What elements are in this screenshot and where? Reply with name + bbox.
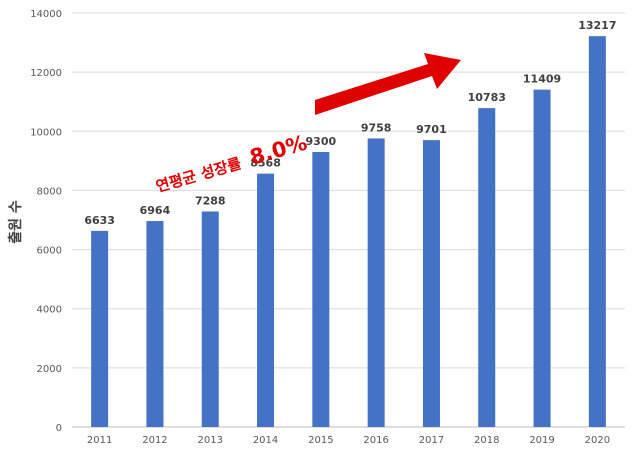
bar-2014 [257, 173, 275, 427]
bar-2018 [478, 108, 496, 427]
y-axis-ticks: 0 2000 4000 6000 8000 10000 12000 14000 [30, 9, 62, 434]
data-labels: 6633 6964 7288 8568 9300 9758 9701 10783 11409 13… [84, 19, 616, 227]
x-tick-label: 2012 [142, 435, 167, 446]
x-tick-label: 2011 [87, 435, 112, 446]
bar-2016 [367, 138, 385, 427]
y-axis-label: 출원 수 [7, 200, 24, 244]
y-tick-label: 12000 [30, 68, 62, 79]
annotation-text: 연평균 성장률 [154, 154, 244, 196]
x-tick-label: 2019 [529, 435, 554, 446]
growth-annotation: 연평균 성장률 8.0% [152, 131, 310, 197]
data-label-2014: 8568 [250, 157, 281, 170]
bar-2019 [533, 89, 551, 427]
data-label-2011: 6633 [84, 214, 115, 227]
data-label-2018: 10783 [468, 91, 506, 104]
bar-2015 [312, 151, 330, 427]
y-tick-label: 2000 [37, 364, 62, 375]
data-label-2015: 9300 [306, 135, 337, 148]
x-tick-label: 2014 [253, 435, 278, 446]
y-tick-label: 10000 [30, 127, 62, 138]
bars [91, 36, 606, 428]
y-tick-label: 6000 [37, 246, 62, 257]
data-label-2012: 6964 [140, 204, 171, 217]
data-label-2019: 11409 [523, 73, 561, 86]
bar-2017 [422, 140, 440, 428]
x-tick-label: 2018 [474, 435, 499, 446]
data-label-2013: 7288 [195, 194, 226, 207]
y-tick-label: 4000 [37, 305, 62, 316]
x-tick-label: 2016 [363, 435, 388, 446]
data-label-2017: 9701 [416, 123, 447, 136]
y-tick-label: 0 [56, 423, 62, 434]
svg-text:연평균 성장률 8.0%: 연평균 성장률 8.0% [152, 131, 309, 197]
x-tick-label: 2017 [419, 435, 444, 446]
y-tick-label: 14000 [30, 9, 62, 20]
bar-2013 [201, 211, 219, 427]
x-tick-label: 2015 [308, 435, 333, 446]
x-tick-label: 2020 [585, 435, 610, 446]
bar-2012 [146, 221, 164, 427]
data-label-2016: 9758 [361, 121, 392, 134]
y-tick-label: 8000 [37, 186, 62, 197]
x-tick-label: 2013 [198, 435, 223, 446]
bar-2020 [588, 36, 606, 428]
data-label-2020: 13217 [578, 19, 616, 32]
red-arrow-icon [315, 53, 461, 115]
x-axis-ticks: 2011 2012 2013 2014 2015 2016 2017 2018 2019 2020 [87, 435, 610, 446]
grid-lines [72, 12, 625, 369]
bar-2011 [91, 230, 109, 427]
